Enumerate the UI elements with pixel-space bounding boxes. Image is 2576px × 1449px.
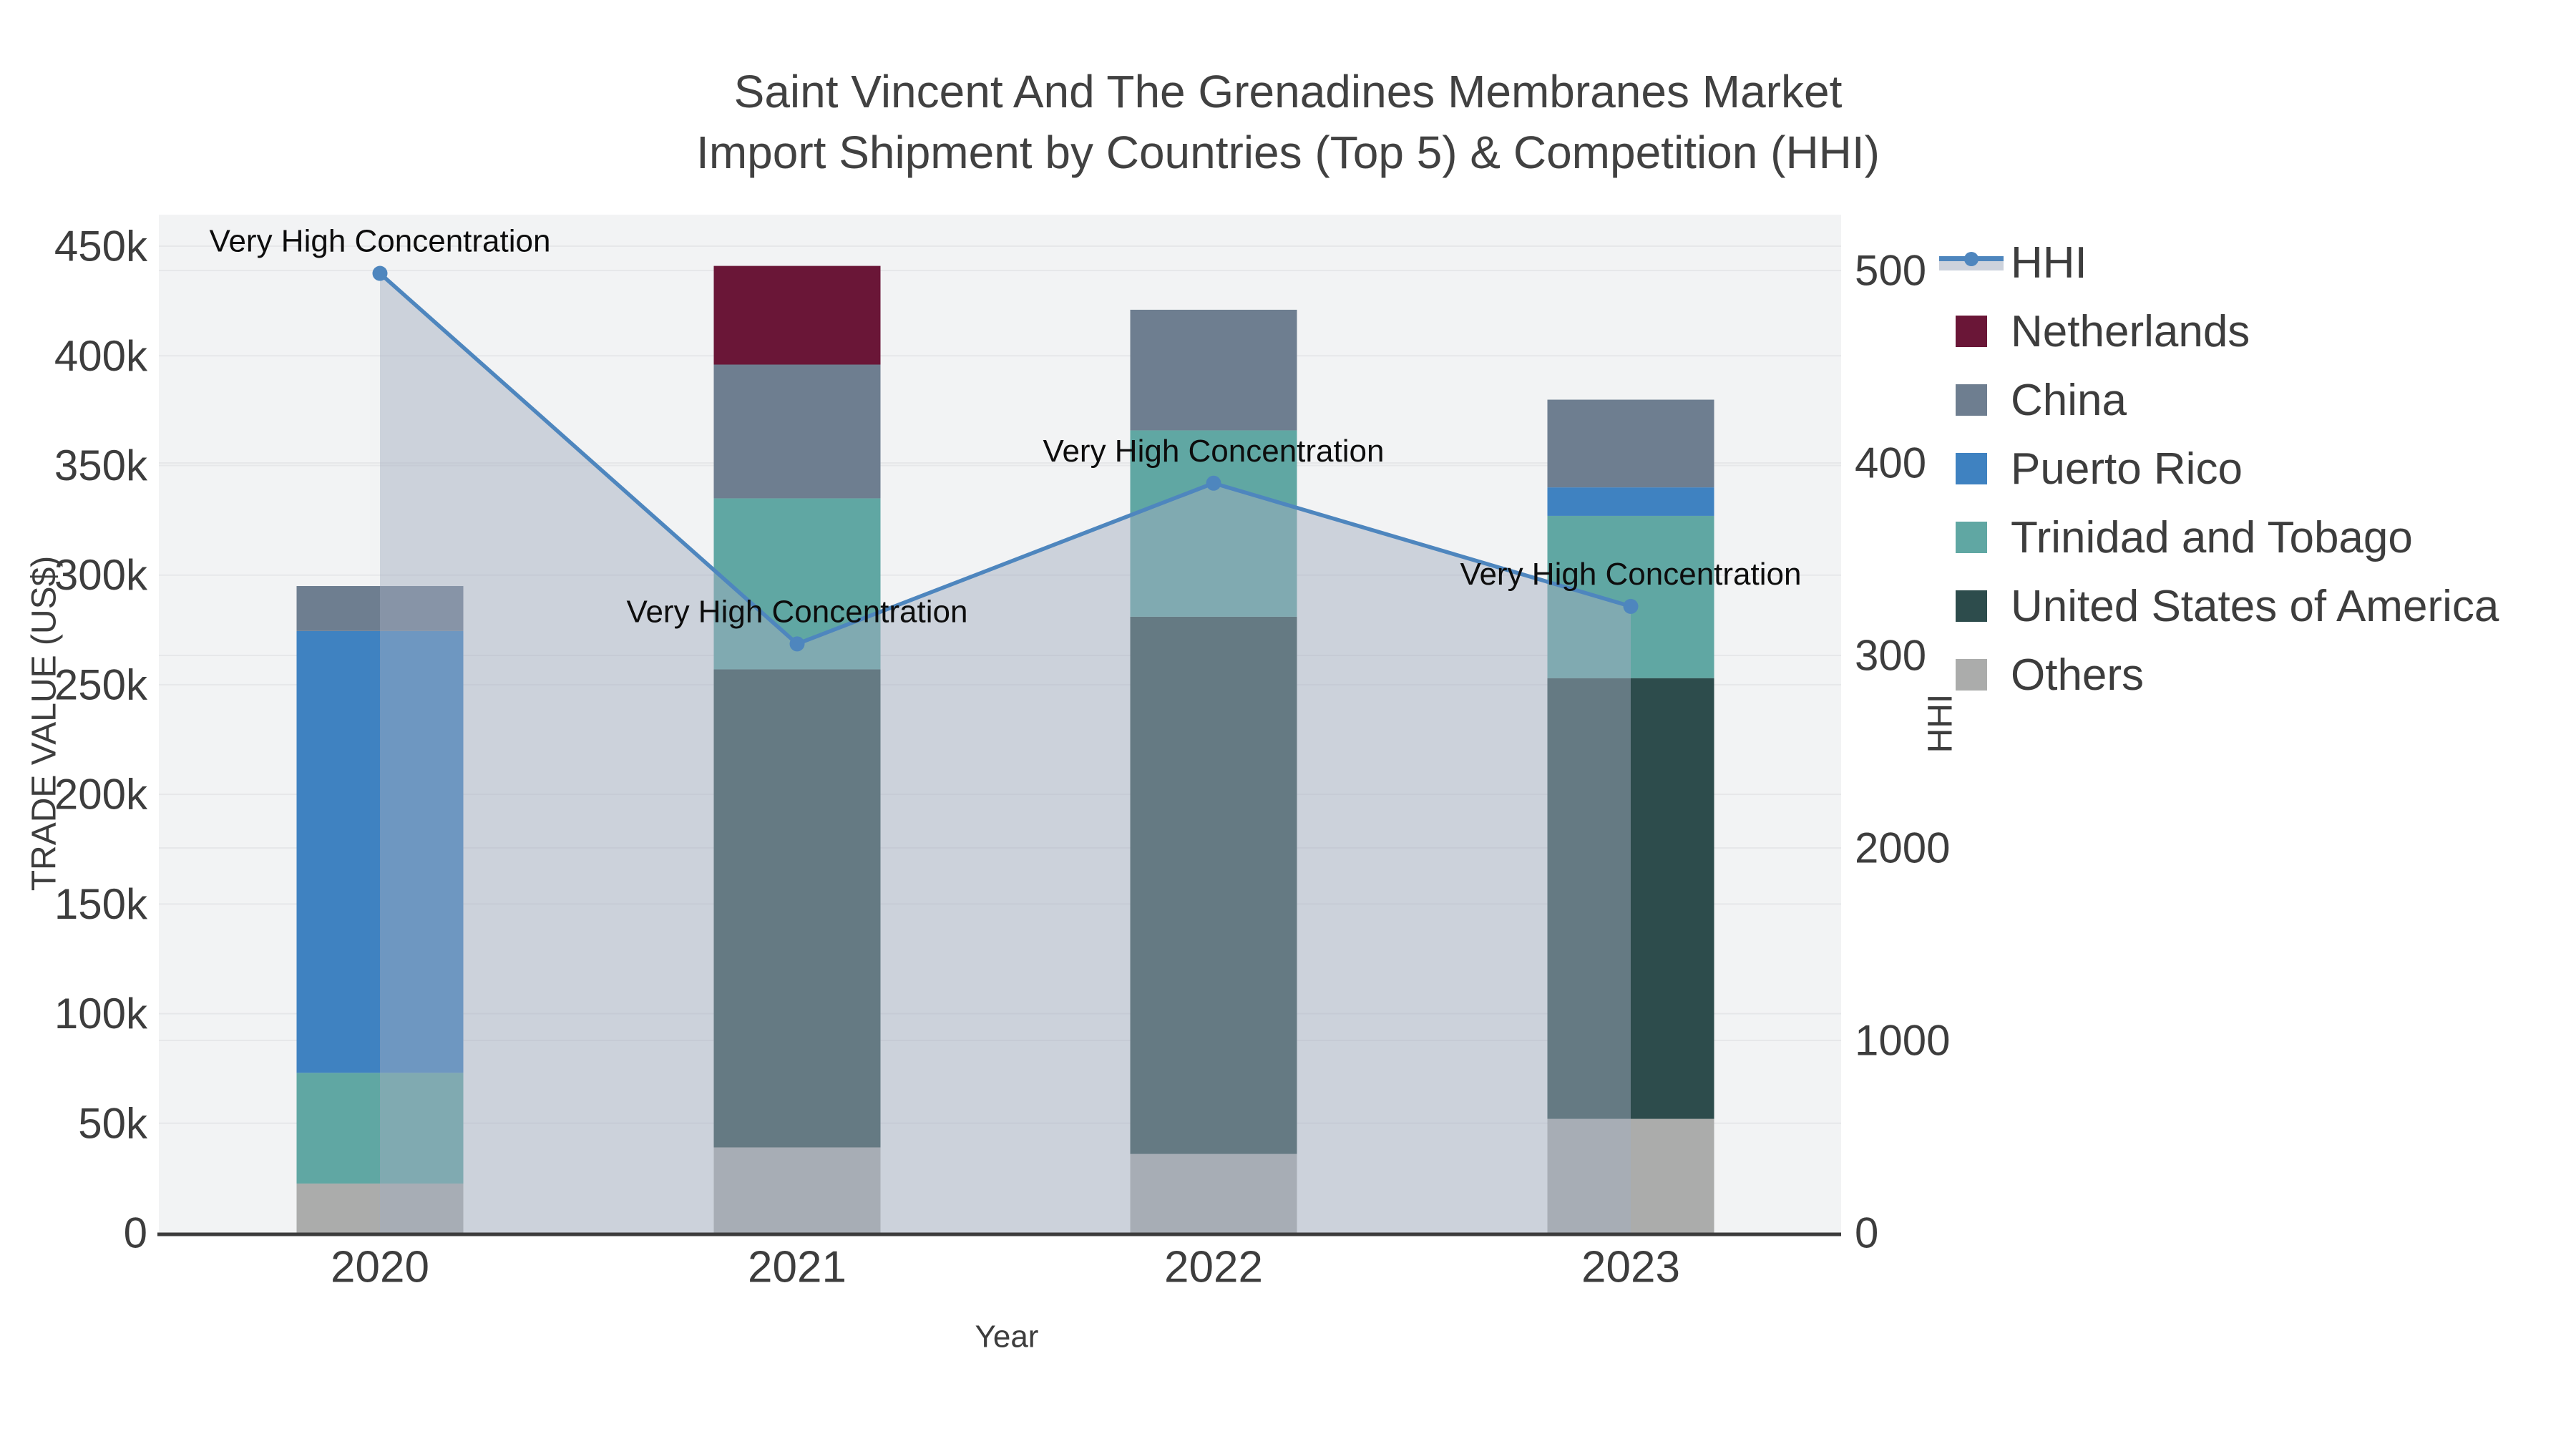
bar-segment-china-2023 [1547, 399, 1714, 488]
bar-segment-puerto-rico-2020 [296, 630, 464, 1073]
bar-segment-china-2021 [713, 364, 881, 499]
right-axis-tick-label: 400 [1855, 439, 1926, 487]
legend-item-label: Trinidad and Tobago [2011, 512, 2413, 562]
hhi-marker-dot-icon [1964, 252, 1979, 266]
legend-color-swatch-icon [1932, 659, 2011, 691]
legend-swatch-icon [1956, 384, 1987, 416]
legend-item-china: China [1932, 366, 2499, 434]
hhi-marker-2020 [372, 265, 388, 281]
legend-swatch-icon [1956, 522, 1987, 553]
right-axis-tick-label: 0 [1855, 1209, 1878, 1257]
legend-color-swatch-icon [1932, 453, 2011, 484]
legend-color-swatch-icon [1932, 522, 2011, 553]
legend-item-puerto-rico: Puerto Rico [1932, 434, 2499, 503]
annotation-2020: Very High Concentration [210, 224, 551, 259]
hhi-marker-2021 [789, 636, 805, 652]
left-axis-tick-label: 350k [54, 441, 148, 489]
bar-segment-united-states-of-america-2022 [1130, 616, 1297, 1154]
legend-item-hhi: HHI [1932, 228, 2499, 297]
legend-item-others: Others [1932, 640, 2499, 709]
x-axis-title: Year [975, 1319, 1039, 1355]
legend-item-label: Netherlands [2011, 306, 2250, 356]
x-axis-tick-label: 2023 [1581, 1243, 1680, 1292]
left-axis-tick-label: 200k [54, 771, 148, 819]
left-axis-tick-label: 50k [78, 1099, 148, 1147]
hhi-line [379, 271, 1631, 646]
legend-color-swatch-icon [1932, 590, 2011, 622]
bar-segment-others-2023 [1547, 1118, 1714, 1233]
right-axis-tick-label: 300 [1855, 632, 1926, 680]
bar-segment-netherlands-2021 [713, 265, 881, 365]
bar-segment-trinidad-and-tobago-2023 [1547, 515, 1714, 678]
legend-swatch-icon [1956, 659, 1987, 691]
legend-item-label: HHI [2011, 238, 2087, 288]
chart-title-line2: Import Shipment by Countries (Top 5) & C… [696, 127, 1880, 178]
left-axis-tick-label: 300k [54, 551, 148, 599]
hhi-marker-2022 [1206, 475, 1221, 491]
bar-segment-china-2022 [1130, 309, 1297, 431]
annotation-2021: Very High Concentration [627, 594, 968, 629]
annotation-2022: Very High Concentration [1043, 434, 1385, 469]
left-axis-tick-label: 250k [54, 660, 148, 708]
legend-item-trinidad-and-tobago: Trinidad and Tobago [1932, 503, 2499, 572]
left-axis-tick-label: 400k [54, 332, 148, 380]
right-axis-tick-label: 1000 [1855, 1017, 1950, 1065]
left-axis-tick-label: 0 [124, 1209, 147, 1257]
legend-line-marker-icon [1932, 250, 2011, 275]
hhi-marker-2023 [1623, 598, 1639, 614]
bar-segment-others-2020 [296, 1184, 464, 1233]
left-axis-tick-label: 100k [54, 990, 148, 1038]
legend-swatch-icon [1956, 590, 1987, 622]
bar-segment-trinidad-and-tobago-2020 [296, 1073, 464, 1184]
bar-segment-puerto-rico-2023 [1547, 487, 1714, 516]
chart-title: Saint Vincent And The Grenadines Membran… [0, 62, 2576, 183]
chart-title-line1: Saint Vincent And The Grenadines Membran… [733, 66, 1843, 117]
x-axis-tick-label: 2020 [331, 1243, 429, 1292]
hhi-area-fill [380, 273, 1631, 1233]
legend-color-swatch-icon [1932, 384, 2011, 416]
right-axis-title: HHI [1922, 694, 1960, 753]
right-axis-tick-label: 2000 [1855, 824, 1950, 872]
hhi-line-swatch-icon [1939, 250, 2004, 275]
left-axis-tick-label: 450k [54, 223, 148, 270]
chart-legend: HHI Netherlands China Puerto Rico Trinidad a… [1932, 228, 2499, 709]
legend-item-netherlands: Netherlands [1932, 297, 2499, 366]
bar-segment-united-states-of-america-2023 [1547, 678, 1714, 1119]
legend-swatch-icon [1956, 453, 1987, 484]
legend-item-label: Others [2011, 650, 2145, 700]
bar-segment-china-2020 [296, 586, 464, 631]
x-axis-tick-label: 2021 [748, 1243, 847, 1292]
annotation-2023: Very High Concentration [1460, 557, 1802, 592]
legend-item-label: Puerto Rico [2011, 444, 2243, 494]
legend-item-label: China [2011, 375, 2127, 425]
bar-segment-others-2021 [713, 1147, 881, 1233]
left-axis-tick-label: 150k [54, 880, 148, 928]
left-axis-title: TRADE VALUE (US$) [26, 556, 64, 892]
bar-segment-united-states-of-america-2021 [713, 669, 881, 1148]
legend-swatch-icon [1956, 316, 1987, 347]
legend-item-label: United States of America [2011, 581, 2499, 631]
bar-segment-others-2022 [1130, 1153, 1297, 1233]
legend-color-swatch-icon [1932, 316, 2011, 347]
bar-segment-trinidad-and-tobago-2022 [1130, 430, 1297, 617]
x-axis-tick-label: 2022 [1164, 1243, 1263, 1292]
legend-item-united-states-of-america: United States of America [1932, 572, 2499, 640]
right-axis-tick-label: 500 [1855, 247, 1926, 295]
